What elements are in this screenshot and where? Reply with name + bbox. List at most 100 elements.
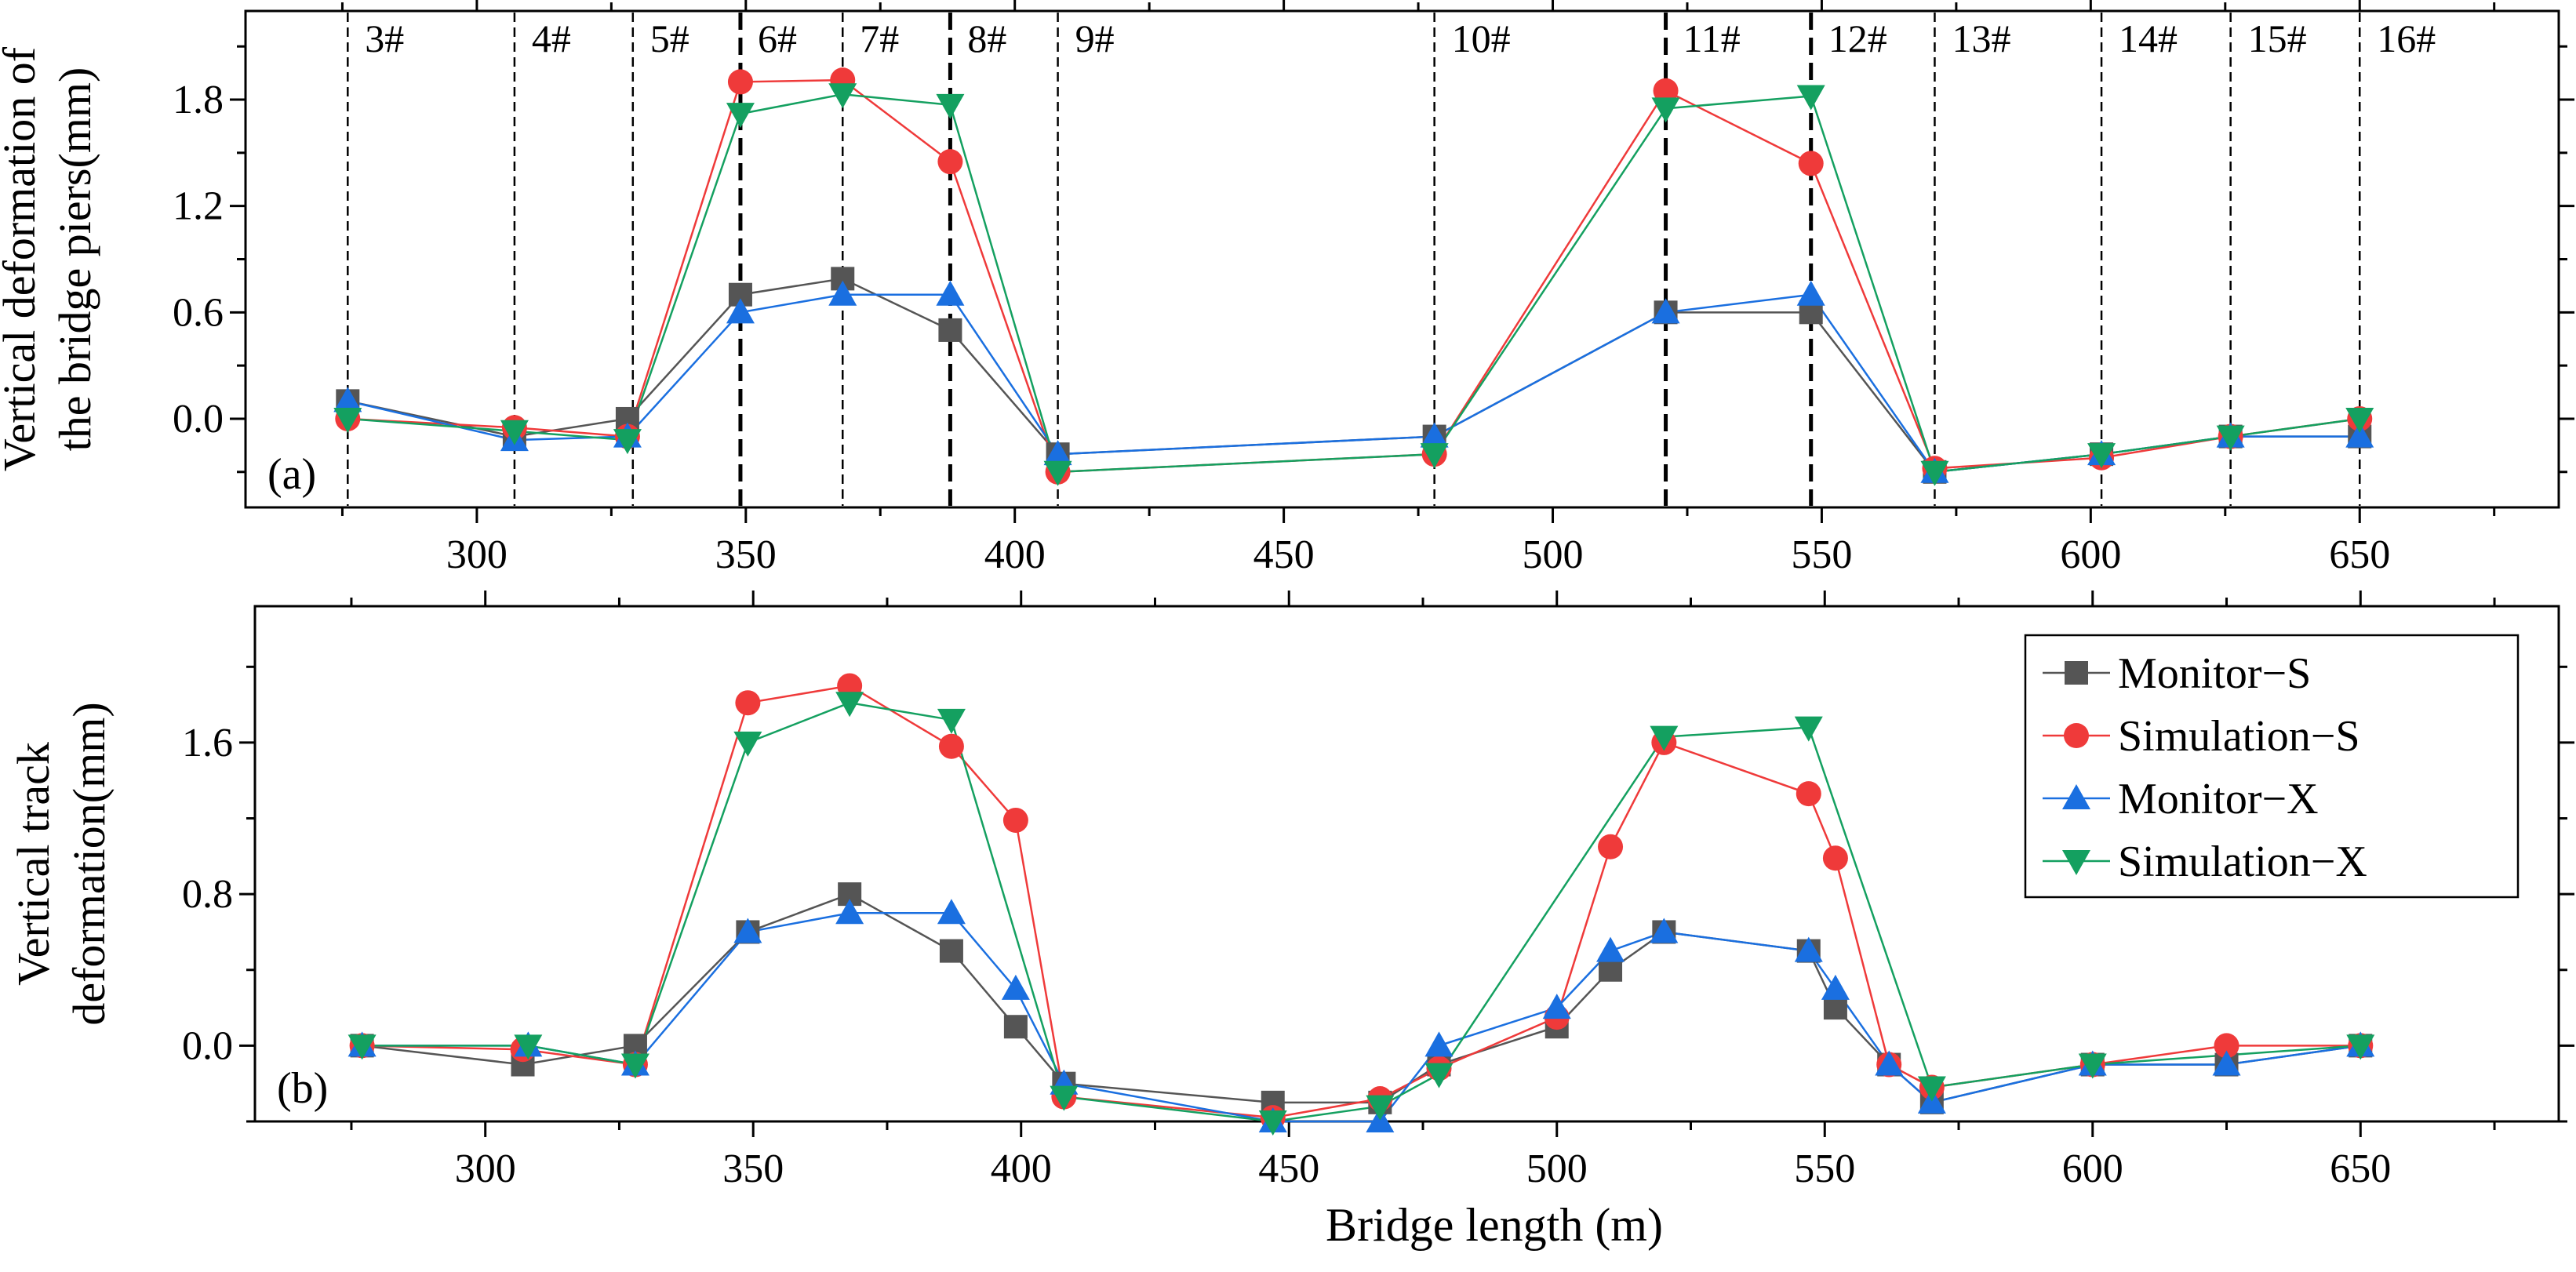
y-tick-label: 0.0	[173, 397, 224, 442]
data-point-monitor-x	[1542, 994, 1571, 1019]
data-point-simulation-s	[727, 69, 753, 95]
data-point-monitor-x	[726, 298, 755, 324]
data-point-simulation-x	[2345, 407, 2374, 433]
pier-label: 4#	[532, 16, 571, 60]
data-point-monitor-x	[1596, 936, 1625, 962]
series-line-simulation-x	[347, 93, 2360, 474]
data-point-simulation-x	[1650, 725, 1679, 751]
series-line-monitor-x	[347, 293, 2360, 474]
legend-marker-simulation-s	[2064, 723, 2089, 748]
data-point-simulation-x	[2216, 425, 2245, 451]
y-tick-label: 1.8	[173, 78, 224, 122]
data-point-simulation-x	[1917, 1076, 1946, 1102]
x-tick-label: 350	[715, 532, 777, 577]
data-point-simulation-x	[937, 708, 966, 734]
x-tick-label: 650	[2330, 1147, 2391, 1191]
data-point-simulation-x	[1920, 460, 1949, 486]
y-axis-title: Vertical track	[8, 742, 59, 986]
data-point-simulation-x	[733, 731, 762, 757]
data-point-simulation-x	[347, 1034, 377, 1060]
data-point-simulation-x	[1366, 1095, 1395, 1121]
data-point-monitor-s	[939, 939, 963, 963]
data-point-monitor-x	[333, 387, 362, 412]
data-point-simulation-s	[937, 149, 963, 175]
data-point-simulation-x	[1796, 85, 1825, 111]
data-point-simulation-x	[1651, 97, 1680, 123]
data-point-monitor-x	[828, 280, 857, 306]
pier-label: 13#	[1952, 16, 2010, 60]
data-point-simulation-s	[1796, 781, 1821, 807]
data-point-monitor-s	[1823, 996, 1847, 1020]
data-point-monitor-x	[733, 918, 762, 943]
panel-label: (a)	[267, 450, 316, 499]
data-point-monitor-x	[1420, 422, 1449, 448]
data-point-simulation-x	[1420, 443, 1449, 469]
y-tick-label: 1.6	[182, 721, 233, 765]
x-tick-label: 650	[2329, 532, 2390, 577]
x-tick-label: 600	[2060, 532, 2121, 577]
data-point-simulation-x	[828, 83, 857, 109]
plot-frame	[253, 605, 2560, 1123]
data-point-monitor-x	[1043, 440, 1072, 466]
data-point-monitor-x	[1424, 1031, 1454, 1057]
pier-label: 9#	[1075, 16, 1115, 60]
data-point-simulation-s	[938, 733, 964, 759]
data-point-monitor-s	[1599, 958, 1623, 982]
data-point-monitor-x	[937, 899, 966, 925]
data-point-simulation-s	[1002, 807, 1028, 833]
data-point-simulation-s	[1598, 834, 1624, 860]
data-point-simulation-x	[514, 1034, 543, 1060]
data-point-monitor-x	[2345, 422, 2374, 448]
y-axis-title: Vertical deformation of	[0, 46, 45, 471]
y-tick-label: 0.8	[182, 872, 233, 917]
data-point-simulation-x	[2087, 443, 2116, 469]
legend-label: Monitor−X	[2118, 775, 2319, 823]
pier-label: 8#	[967, 16, 1006, 60]
data-point-simulation-x	[726, 103, 755, 129]
x-tick-label: 450	[1253, 532, 1315, 577]
x-axis-title: Bridge length (m)	[1326, 1199, 1663, 1251]
data-point-simulation-x	[936, 93, 965, 119]
data-point-monitor-x	[1821, 974, 1850, 1000]
legend-label: Simulation−X	[2118, 838, 2367, 886]
legend-marker-monitor-x	[2062, 784, 2090, 809]
x-tick-label: 300	[455, 1147, 516, 1191]
pier-label: 11#	[1683, 16, 1741, 60]
data-point-simulation-x	[1050, 1085, 1079, 1111]
pier-label: 7#	[860, 16, 899, 60]
y-axis-title: the bridge piers(mm)	[49, 67, 100, 452]
y-tick-label: 1.2	[173, 184, 224, 229]
panel-a-chart: 300 350 400 450 500 550 600 650 0.0 0.6 1.2 1.8 Vert…	[0, 0, 2574, 577]
x-tick-label: 550	[1794, 1147, 1855, 1191]
data-point-simulation-x	[1794, 716, 1823, 742]
data-point-monitor-x	[1651, 298, 1680, 324]
data-point-monitor-x	[1001, 974, 1030, 1000]
data-point-monitor-x	[2212, 1050, 2241, 1076]
data-point-simulation-x	[2078, 1053, 2107, 1079]
data-point-monitor-s	[938, 318, 962, 342]
panel-label: (b)	[277, 1064, 328, 1113]
data-point-monitor-x	[1796, 280, 1825, 306]
panel-b-chart: 300 350 400 450 500 550 600 650 0.0 0.8 1.6 Vertica…	[8, 591, 2574, 1191]
data-point-simulation-s	[2214, 1033, 2239, 1059]
data-point-monitor-s	[1003, 1015, 1028, 1039]
y-tick-label: 0.6	[173, 290, 224, 335]
x-tick-label: 500	[1526, 1147, 1588, 1191]
x-tick-label: 400	[991, 1147, 1052, 1191]
pier-label: 16#	[2377, 16, 2436, 60]
x-tick-label: 450	[1258, 1147, 1319, 1191]
x-tick-label: 600	[2062, 1147, 2123, 1191]
data-point-simulation-s	[1653, 78, 1679, 104]
x-tick-label: 550	[1791, 532, 1852, 577]
data-point-simulation-x	[1258, 1110, 1287, 1136]
data-point-simulation-x	[333, 407, 362, 433]
data-point-simulation-x	[1424, 1063, 1454, 1088]
data-point-simulation-s	[1798, 151, 1824, 176]
pier-label: 14#	[2119, 16, 2178, 60]
legend-marker-simulation-x	[2062, 850, 2090, 875]
data-point-simulation-s	[1822, 845, 1848, 871]
legend-label: Monitor−S	[2118, 649, 2311, 698]
data-point-monitor-x	[1875, 1050, 1904, 1076]
data-point-monitor-x	[835, 899, 864, 925]
